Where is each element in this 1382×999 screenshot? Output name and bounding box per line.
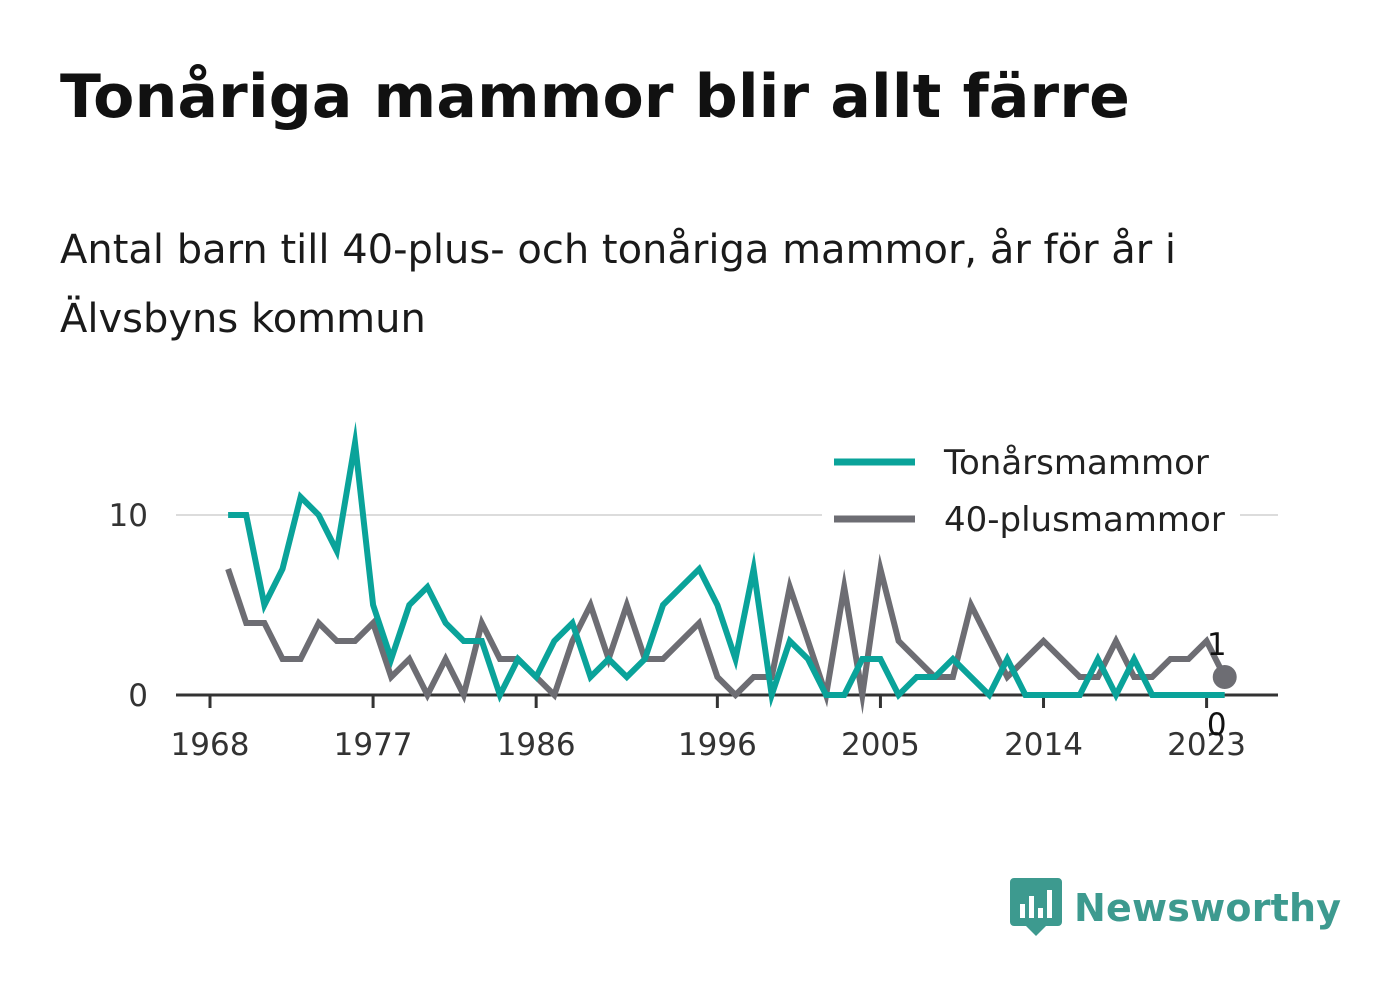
newsworthy-brand: Newsworthy (1010, 878, 1341, 938)
series-line-Tonårsmammor (228, 421, 1225, 708)
x-tick-label: 2014 (1004, 727, 1083, 763)
y-tick-label: 10 (109, 498, 148, 534)
x-tick-label: 1986 (497, 727, 576, 763)
chart-subtitle: Antal barn till 40-plus- och tonåriga ma… (60, 227, 1177, 342)
series-lines (225, 421, 1228, 715)
y-axis: 0 10 (109, 498, 148, 714)
end-labels: 01 (1207, 627, 1237, 743)
y-tick-label: 0 (128, 678, 148, 714)
end-label: 0 (1207, 707, 1227, 743)
x-tick-label: 1977 (334, 727, 413, 763)
end-label: 1 (1207, 627, 1227, 663)
newsworthy-logo-icon (1010, 878, 1062, 936)
legend-background (822, 436, 1240, 548)
chart-title: Tonåriga mammor blir allt färre (60, 62, 1131, 132)
x-tick-label: 1996 (678, 727, 757, 763)
x-axis: 1968 1977 1986 1996 2005 2014 2023 (171, 693, 1278, 763)
legend: Tonårsmammor 40-plusmammor (822, 436, 1240, 548)
legend-label: Tonårsmammor (943, 443, 1209, 483)
end-marker (1212, 665, 1237, 689)
x-tick-label: 2005 (841, 727, 920, 763)
x-tick-label: 1968 (171, 727, 250, 763)
x-tick-label: 2023 (1167, 727, 1246, 763)
brand-name: Newsworthy (1074, 886, 1342, 930)
series-line-40-plusmammor (225, 553, 1228, 715)
legend-label: 40-plusmammor (944, 500, 1225, 540)
